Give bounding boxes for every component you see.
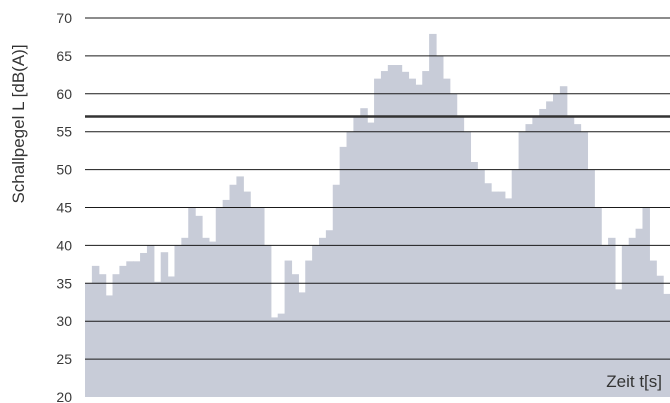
bar xyxy=(119,265,127,397)
bar xyxy=(195,215,203,397)
bar xyxy=(628,237,637,397)
bar xyxy=(153,281,162,397)
bar xyxy=(442,78,451,397)
bar xyxy=(208,241,217,397)
bar xyxy=(133,261,141,397)
y-tick-label: 40 xyxy=(56,237,72,253)
bar xyxy=(270,317,279,397)
y-tick-label: 45 xyxy=(56,200,72,216)
bar xyxy=(339,146,348,397)
bar xyxy=(546,101,554,397)
bar xyxy=(222,199,231,397)
bar xyxy=(573,124,582,398)
bar xyxy=(525,124,533,398)
x-axis-label: Zeit t[s] xyxy=(606,372,662,391)
bar xyxy=(497,191,506,397)
bar xyxy=(594,207,602,397)
bar xyxy=(243,191,251,397)
bar xyxy=(229,184,238,397)
bar xyxy=(140,252,148,397)
bar xyxy=(394,65,403,397)
bar xyxy=(367,122,375,397)
bar xyxy=(518,131,527,397)
bar xyxy=(105,295,114,397)
bar xyxy=(456,116,465,397)
y-axis-label: Schallpegel L [dB(A)] xyxy=(9,44,28,203)
bar xyxy=(559,86,568,397)
bar xyxy=(422,71,430,397)
bar xyxy=(380,71,389,397)
bar-series xyxy=(85,33,670,398)
bar xyxy=(277,313,286,397)
bar xyxy=(181,237,189,397)
bar xyxy=(167,276,176,397)
bar xyxy=(305,260,313,397)
bar xyxy=(284,260,293,397)
bar xyxy=(374,78,382,397)
bar xyxy=(408,78,416,397)
bar xyxy=(656,275,664,397)
bar xyxy=(215,207,224,397)
bar xyxy=(649,260,657,397)
bar xyxy=(415,84,423,397)
bar xyxy=(608,237,616,397)
bar xyxy=(91,265,100,397)
bar xyxy=(539,108,547,398)
bar xyxy=(298,292,306,397)
bar xyxy=(98,274,107,397)
bar xyxy=(470,162,478,397)
y-tick-label: 30 xyxy=(56,313,72,329)
bar xyxy=(484,183,492,397)
bar xyxy=(642,207,650,397)
bar xyxy=(663,293,670,397)
bar xyxy=(85,283,93,397)
bar xyxy=(360,108,368,397)
bar xyxy=(250,207,258,397)
bar xyxy=(491,191,499,397)
bar xyxy=(112,274,121,397)
bar xyxy=(436,55,444,398)
y-tick-labels: 20 25 30 35 40 45 50 55 60 65 70 xyxy=(56,10,72,403)
bar xyxy=(319,237,327,397)
bar xyxy=(401,71,410,397)
y-tick-label: 25 xyxy=(56,351,72,367)
bar xyxy=(126,261,134,397)
bar xyxy=(202,237,210,397)
bar xyxy=(353,116,361,397)
bar xyxy=(429,33,437,398)
y-tick-label: 60 xyxy=(56,86,72,102)
bar xyxy=(325,230,334,397)
bar xyxy=(387,65,396,397)
bar xyxy=(346,131,355,397)
y-tick-label: 55 xyxy=(56,124,72,140)
bar xyxy=(463,131,472,397)
bar xyxy=(566,116,575,397)
bar xyxy=(614,289,623,397)
bar xyxy=(291,274,299,397)
y-tick-label: 50 xyxy=(56,162,72,178)
bar xyxy=(188,207,196,397)
y-tick-label: 20 xyxy=(56,389,72,403)
bar xyxy=(332,184,341,397)
bar xyxy=(236,176,244,397)
bar xyxy=(160,252,169,397)
bar xyxy=(504,198,513,397)
bar xyxy=(257,207,265,397)
y-tick-label: 65 xyxy=(56,48,72,64)
y-tick-label: 70 xyxy=(56,10,72,26)
bar xyxy=(635,228,644,397)
y-tick-label: 35 xyxy=(56,275,72,291)
bar xyxy=(580,131,589,397)
bar xyxy=(532,116,540,397)
y-gridlines xyxy=(85,17,670,360)
